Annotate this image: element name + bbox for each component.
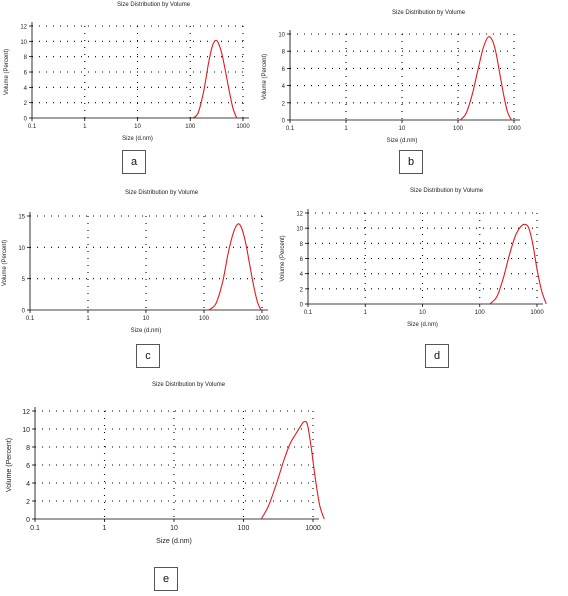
series-line xyxy=(192,39,238,119)
chart-panel-e: Size Distribution by Volume 0 2 4 6 8 10 12 0.1… xyxy=(0,380,340,591)
y-tick-label: 2 xyxy=(26,499,30,506)
chart-panel-a: Size Distribution by Volume 0 2 4 6 8 10 12 0.1… xyxy=(0,0,290,180)
y-tick-label: 5 xyxy=(22,277,26,283)
y-tick-label: 4 xyxy=(24,86,28,92)
y-tick-label: 8 xyxy=(24,55,28,61)
y-tick-label: 6 xyxy=(300,257,304,263)
x-axis-label: Size (d.nm) xyxy=(122,136,153,142)
y-tick-label: 6 xyxy=(282,67,286,73)
x-tick-label: 1 xyxy=(344,126,348,132)
y-tick-label: 10 xyxy=(278,33,285,39)
x-axis-label: Size (d.nm) xyxy=(387,138,418,144)
y-tick-label: 6 xyxy=(24,71,28,77)
y-axis-label: Volume (Percent) xyxy=(2,240,8,286)
y-tick-label: 4 xyxy=(300,272,304,278)
grid xyxy=(308,212,538,304)
y-tick-label: 0 xyxy=(282,119,286,125)
y-axis-label: Volume (Percent) xyxy=(4,49,10,95)
grid xyxy=(290,33,515,120)
chart-b-svg: 0 2 4 6 8 10 0.1 1 10 100 1000 Size (d.nm) Volume (P… xyxy=(262,30,521,144)
x-tick-label: 10 xyxy=(143,316,150,322)
chart-panel-d: Size Distribution by Volume 0 2 4 6 8 10 12 0.1… xyxy=(280,186,565,371)
panel-label-e: e xyxy=(154,567,178,591)
x-tick-label: 1000 xyxy=(236,124,250,130)
series-line xyxy=(260,420,325,520)
series-line xyxy=(208,223,262,311)
y-tick-label: 12 xyxy=(22,409,30,416)
y-tick-label: 12 xyxy=(296,212,303,218)
y-tick-label: 10 xyxy=(18,246,25,252)
panel-label-a: a xyxy=(122,150,146,174)
x-tick-label: 0.1 xyxy=(304,310,313,316)
chart-e-svg: 0 2 4 6 8 10 12 0.1 1 10 100 1000 Size (d.nm) Volume … xyxy=(6,407,325,545)
chart-title: Size Distribution by Volume xyxy=(392,10,466,16)
x-axis-label: Size (d.nm) xyxy=(131,328,162,334)
chart-title: Size Distribution by Volume xyxy=(125,190,199,196)
chart-title: Size Distribution by Volume xyxy=(152,382,226,388)
grid xyxy=(35,410,314,519)
x-tick-label: 1 xyxy=(103,525,107,532)
series-line xyxy=(489,223,547,305)
y-tick-label: 2 xyxy=(24,101,28,107)
x-tick-label: 100 xyxy=(475,310,486,316)
y-tick-label: 2 xyxy=(282,101,286,107)
chart-c-svg: 0 5 10 15 0.1 1 10 100 1000 Size (d.nm) Volume (Pe… xyxy=(2,212,269,334)
y-tick-label: 0 xyxy=(26,517,30,524)
y-axis-label: Volume (Percent) xyxy=(6,438,13,492)
panel-label-d: d xyxy=(425,344,449,368)
y-axis-label: Volume (Percent) xyxy=(262,54,268,100)
x-tick-label: 10 xyxy=(419,310,426,316)
y-tick-label: 2 xyxy=(300,287,304,293)
chart-panel-c: Size Distribution by Volume 0 5 10 15 0.1 1 10… xyxy=(0,188,290,373)
x-tick-label: 0.1 xyxy=(286,126,295,132)
x-tick-label: 1000 xyxy=(507,126,521,132)
x-tick-label: 10 xyxy=(134,124,141,130)
chart-title: Size Distribution by Volume xyxy=(410,188,484,194)
x-tick-label: 100 xyxy=(238,525,250,532)
y-tick-label: 0 xyxy=(22,309,26,315)
y-tick-label: 12 xyxy=(20,25,27,31)
y-tick-label: 8 xyxy=(300,242,304,248)
x-tick-label: 0.1 xyxy=(26,316,35,322)
x-tick-label: 100 xyxy=(185,124,196,130)
grid xyxy=(32,25,244,118)
x-axis-label: Size (d.nm) xyxy=(156,538,192,545)
x-tick-label: 1000 xyxy=(530,310,544,316)
y-tick-label: 6 xyxy=(26,463,30,470)
y-tick-label: 0 xyxy=(300,303,304,309)
grid xyxy=(30,215,263,310)
chart-title: Size Distribution by Volume xyxy=(117,2,191,8)
y-tick-label: 4 xyxy=(26,481,30,488)
x-tick-label: 0.1 xyxy=(28,124,37,130)
x-tick-label: 100 xyxy=(453,126,464,132)
x-tick-label: 0.1 xyxy=(30,525,40,532)
y-tick-label: 8 xyxy=(26,445,30,452)
x-tick-label: 10 xyxy=(399,126,406,132)
y-tick-label: 10 xyxy=(22,427,30,434)
chart-a-svg: 0 2 4 6 8 10 12 0.1 1 10 100 1000 Size (d.nm) Volume … xyxy=(4,22,250,142)
x-tick-label: 1 xyxy=(86,316,90,322)
y-tick-label: 10 xyxy=(20,40,27,46)
series-line xyxy=(459,36,512,121)
y-tick-label: 8 xyxy=(282,50,286,56)
y-tick-label: 4 xyxy=(282,84,286,90)
y-tick-label: 0 xyxy=(24,117,28,123)
panel-label-c: c xyxy=(136,344,160,368)
x-axis-label: Size (d.nm) xyxy=(407,322,438,328)
chart-d-svg: 0 2 4 6 8 10 12 0.1 1 10 100 1000 Size (d.nm) Volume … xyxy=(280,209,547,328)
y-axis-label: Volume (Percent) xyxy=(280,235,286,281)
x-tick-label: 10 xyxy=(170,525,178,532)
x-tick-label: 1 xyxy=(83,124,87,130)
x-tick-label: 1000 xyxy=(305,525,321,532)
x-tick-label: 1 xyxy=(364,310,368,316)
y-tick-label: 15 xyxy=(18,215,25,221)
x-tick-label: 100 xyxy=(199,316,210,322)
chart-panel-b: Size Distribution by Volume 0 2 4 6 8 10 0.1 1 1… xyxy=(262,8,562,178)
panel-label-b: b xyxy=(399,150,423,174)
y-tick-label: 10 xyxy=(296,227,303,233)
x-tick-label: 1000 xyxy=(255,316,269,322)
